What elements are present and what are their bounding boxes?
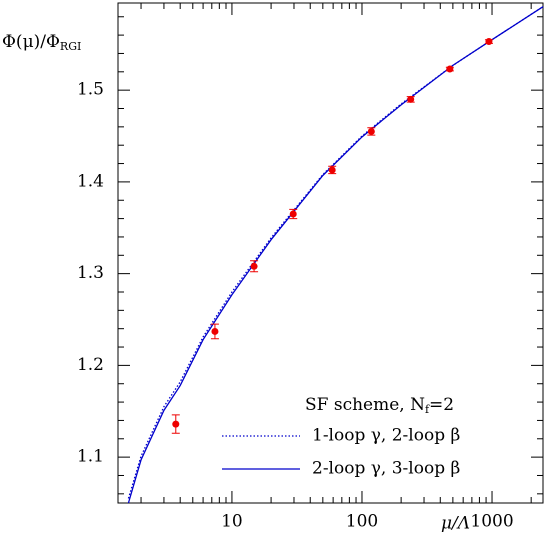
x-tick-label: 10 <box>221 512 243 532</box>
y-tick-label: 1.2 <box>77 355 104 375</box>
data-point <box>485 38 493 46</box>
data-point <box>289 210 297 218</box>
x-tick-label: 1000 <box>470 512 513 532</box>
legend-label: 2-loop γ, 3-loop β <box>312 459 460 479</box>
curve <box>127 6 544 504</box>
x-axis-label: μ/Λ <box>441 514 470 534</box>
data-point <box>250 262 258 270</box>
y-tick-label: 1.4 <box>77 171 104 191</box>
data-point <box>211 327 219 335</box>
y-axis-label: Φ(μ)/ΦRGI <box>2 32 81 54</box>
data-point <box>407 95 415 103</box>
data-point <box>367 127 375 135</box>
y-tick-label: 1.1 <box>77 447 104 467</box>
y-tick-label: 1.3 <box>77 263 104 283</box>
data-point <box>328 166 336 174</box>
legend-label: 1-loop γ, 2-loop β <box>312 426 460 446</box>
y-tick-label: 1.5 <box>77 80 104 100</box>
x-tick-label: 100 <box>346 512 378 532</box>
data-point <box>446 65 454 73</box>
legend-title: SF scheme, Nf=2 <box>305 395 454 417</box>
plot-frame <box>117 2 544 504</box>
data-point <box>172 420 180 428</box>
